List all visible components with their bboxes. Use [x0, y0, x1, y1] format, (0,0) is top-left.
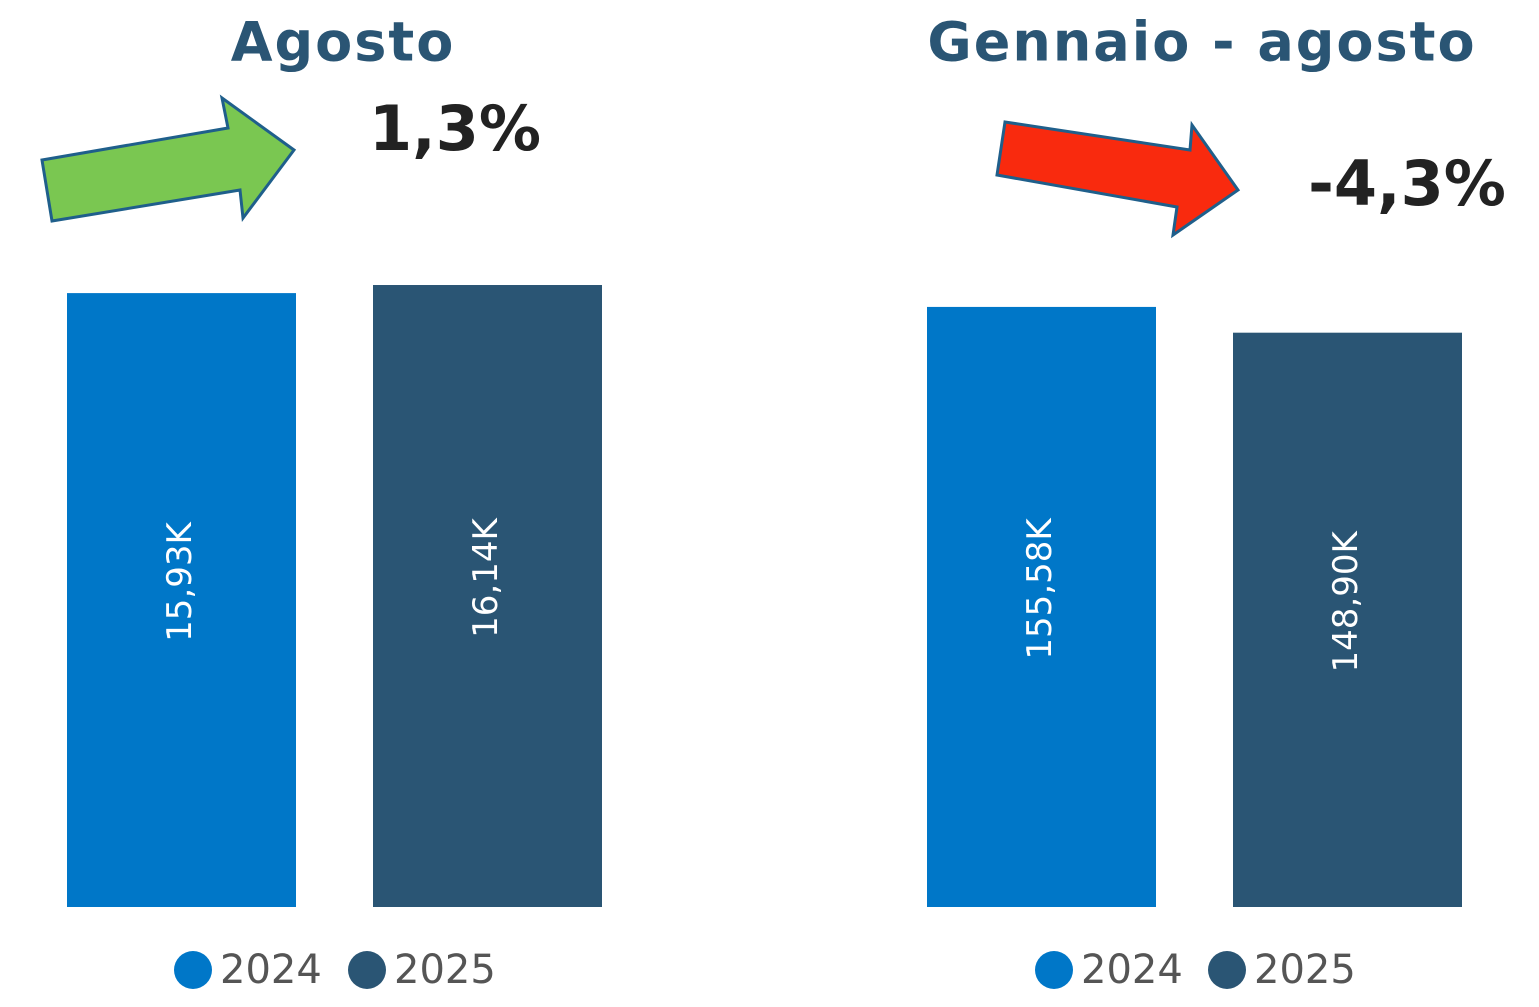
data-label: 16,14K	[466, 516, 506, 637]
legend-marker	[348, 951, 386, 989]
change-annotation: 1,3%	[369, 92, 541, 165]
data-label: 155,58K	[1020, 517, 1060, 660]
bar	[927, 306, 1156, 907]
bar	[373, 285, 602, 907]
legend-marker	[1208, 951, 1246, 989]
down-arrow	[995, 120, 1241, 239]
up-arrow	[40, 94, 297, 223]
data-label: 148,90K	[1326, 530, 1366, 673]
change-annotation: -4,3%	[1308, 147, 1506, 220]
legend-label: 2025	[1254, 947, 1356, 993]
legend-label: 2024	[1081, 947, 1183, 993]
legend-label: 2025	[394, 947, 496, 993]
legend-marker	[1035, 951, 1073, 989]
bar	[1233, 332, 1462, 907]
bar	[67, 293, 296, 907]
data-label: 15,93K	[160, 521, 200, 642]
chart-title: Agosto	[231, 11, 456, 74]
legend-marker	[174, 951, 212, 989]
chart-title: Gennaio - agosto	[927, 11, 1476, 74]
legend-label: 2024	[220, 947, 322, 993]
